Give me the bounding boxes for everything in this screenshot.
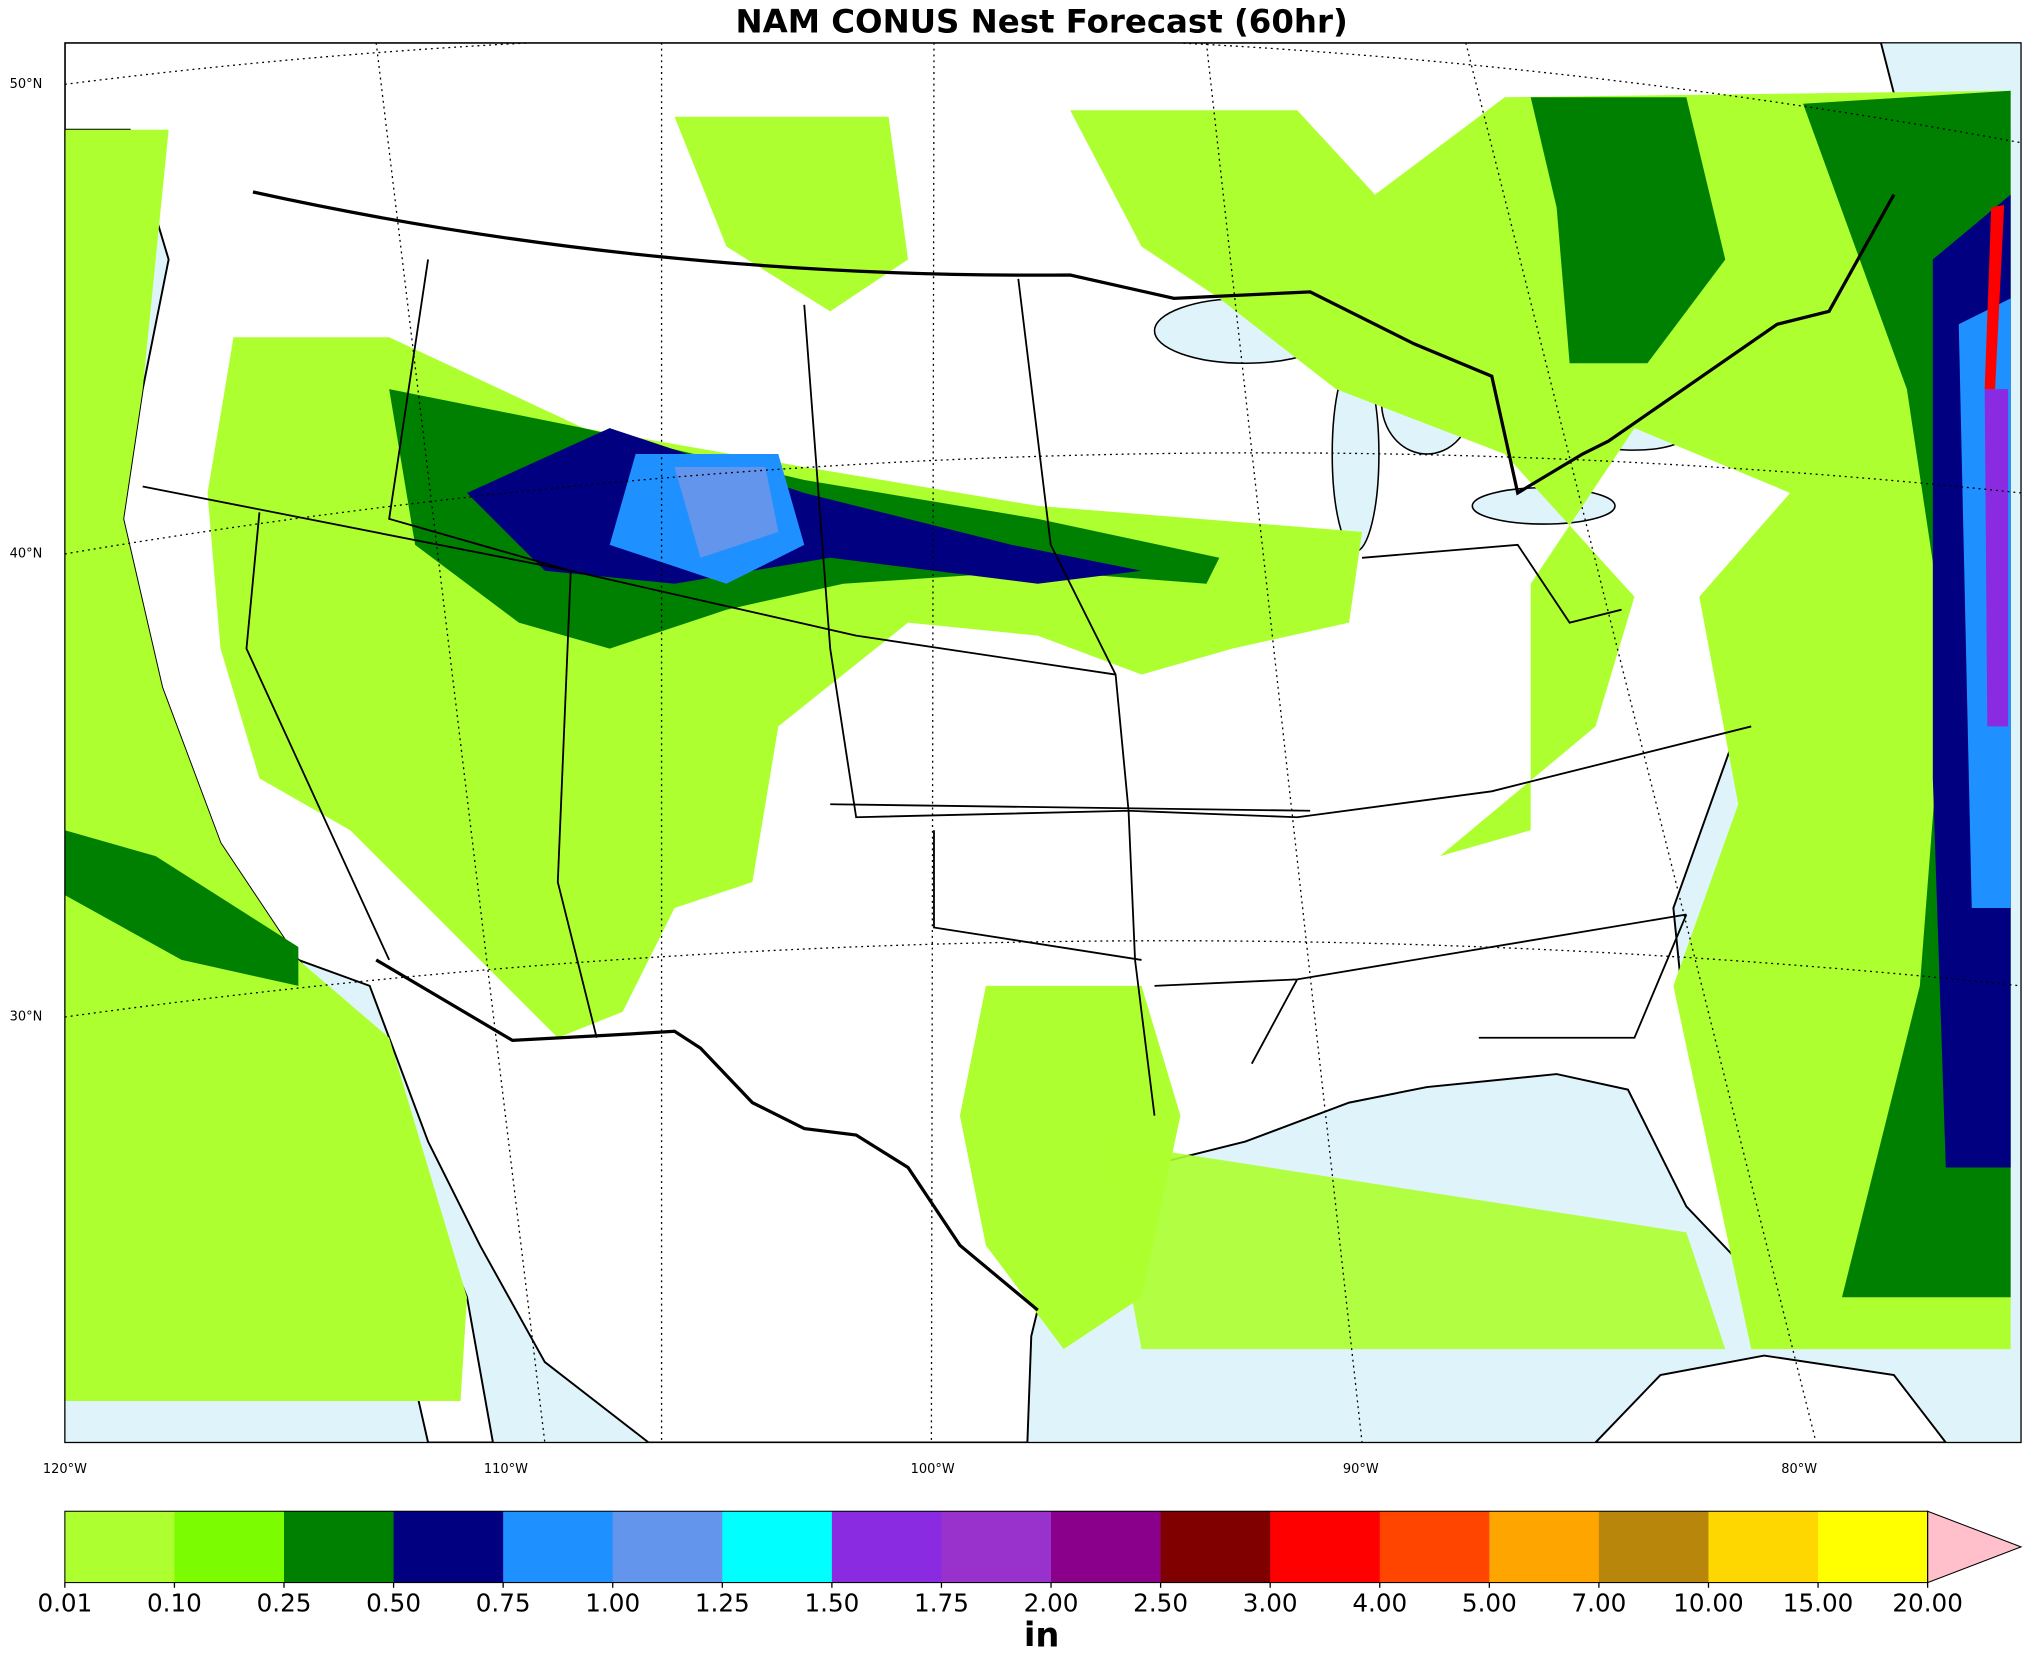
- colorbar-label: 0.75: [476, 1589, 531, 1618]
- yucatan-cuba: [1594, 1354, 1948, 1443]
- colorbar-segment: [1598, 1511, 1710, 1583]
- colorbar-segment: [1270, 1511, 1381, 1583]
- colorbar-label: 0.50: [366, 1589, 421, 1618]
- lat-label: 30°N: [10, 1010, 43, 1025]
- graticule: [64, 42, 2022, 1443]
- lon-label: 80°W: [1781, 1462, 1817, 1477]
- colorbar-label: 2.00: [1024, 1589, 1079, 1618]
- lon-label: 100°W: [911, 1462, 955, 1477]
- colorbar-segment: [1160, 1511, 1271, 1583]
- map: [64, 42, 2022, 1443]
- colorbar-extend: [1927, 1510, 2023, 1584]
- colorbar-unit: in: [1024, 1616, 1060, 1655]
- colorbar-segment: [1051, 1511, 1162, 1583]
- map-frame: [64, 42, 2022, 1444]
- colorbar-segment: [1818, 1511, 1929, 1583]
- lat-label: 50°N: [10, 77, 43, 92]
- precipitation: [64, 90, 2011, 1401]
- colorbar-segment: [64, 1511, 176, 1583]
- title: NAM CONUS Nest Forecast (60hr): [736, 2, 1348, 40]
- colorbar-segment: [503, 1511, 614, 1583]
- colorbar-label: 0.25: [257, 1589, 312, 1618]
- colorbar-label: 15.00: [1783, 1589, 1854, 1618]
- colorbar-frame: [64, 1510, 1929, 1584]
- colorbar-segment: [393, 1511, 504, 1583]
- colorbar-segment: [284, 1511, 395, 1583]
- colorbar-label: 1.75: [914, 1589, 969, 1618]
- colorbar-label: 2.50: [1133, 1589, 1188, 1618]
- lon-label: 110°W: [484, 1462, 528, 1477]
- colorbar-segment: [722, 1511, 833, 1583]
- colorbar-label: 0.10: [147, 1589, 202, 1618]
- colorbar-segment: [1379, 1511, 1490, 1583]
- colorbar-segment: [1489, 1511, 1600, 1583]
- colorbar-label: 1.25: [695, 1589, 750, 1618]
- borders: [142, 190, 1896, 1312]
- colorbar-label: 1.00: [585, 1589, 640, 1618]
- lat-label: 40°N: [10, 546, 43, 561]
- colorbar-segment: [831, 1511, 943, 1583]
- colorbar-segment: [1708, 1511, 1819, 1583]
- colorbar-label: 4.00: [1352, 1589, 1407, 1618]
- lon-label: 90°W: [1343, 1462, 1379, 1477]
- colorbar-label: 5.00: [1462, 1589, 1517, 1618]
- colorbar-label: 0.01: [37, 1589, 92, 1618]
- colorbar-segment: [174, 1511, 285, 1583]
- colorbar-segment: [941, 1511, 1052, 1583]
- colorbar-label: 7.00: [1571, 1589, 1626, 1618]
- lon-label: 120°W: [43, 1462, 87, 1477]
- colorbar-label: 3.00: [1243, 1589, 1298, 1618]
- colorbar-label: 10.00: [1673, 1589, 1744, 1618]
- colorbar-label: 1.50: [804, 1589, 859, 1618]
- colorbar-label: 20.00: [1892, 1589, 1963, 1618]
- colorbar-segment: [612, 1511, 723, 1583]
